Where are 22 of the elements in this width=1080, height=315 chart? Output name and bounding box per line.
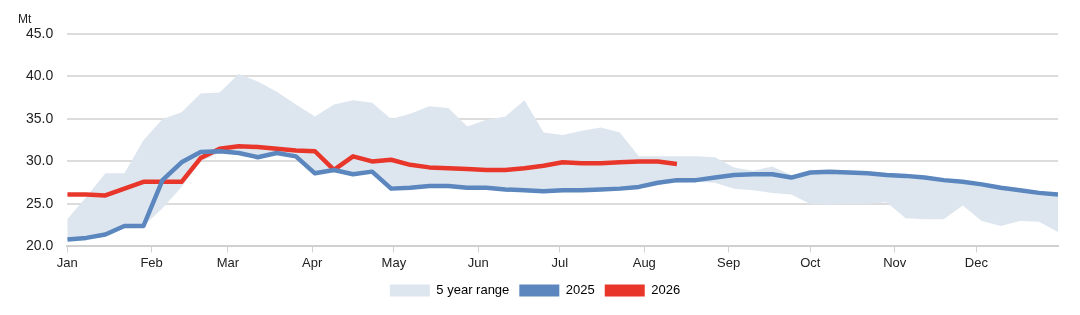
x-tick-label: Mar [216, 254, 240, 270]
x-tick-label: Jan [56, 254, 78, 270]
y-tick-label: 25.0 [26, 194, 54, 211]
x-tick-label: Feb [140, 254, 163, 270]
legend-label: 2026 [651, 282, 681, 298]
y-tick-label: 35.0 [26, 109, 54, 126]
y-tick-label: 45.0 [26, 24, 54, 41]
y-tick-label: 30.0 [26, 152, 54, 169]
x-tick-label: May [381, 254, 407, 270]
x-tick-label: Dec [964, 254, 989, 270]
x-tick-label: Apr [302, 254, 323, 270]
x-tick-label: Sep [717, 254, 741, 270]
y-axis-title: Mt [18, 12, 32, 27]
y-tick-label: 20.0 [26, 237, 54, 254]
x-tick-label: Oct [800, 254, 821, 270]
legend-label: 5 year range [436, 282, 510, 298]
x-tick-label: Jun [467, 254, 489, 270]
legend-label: 2025 [565, 282, 595, 298]
x-tick-label: Jul [551, 254, 569, 270]
y-tick-label: 40.0 [26, 67, 54, 84]
x-tick-label: Aug [632, 254, 656, 270]
x-tick-label: Nov [883, 254, 907, 270]
